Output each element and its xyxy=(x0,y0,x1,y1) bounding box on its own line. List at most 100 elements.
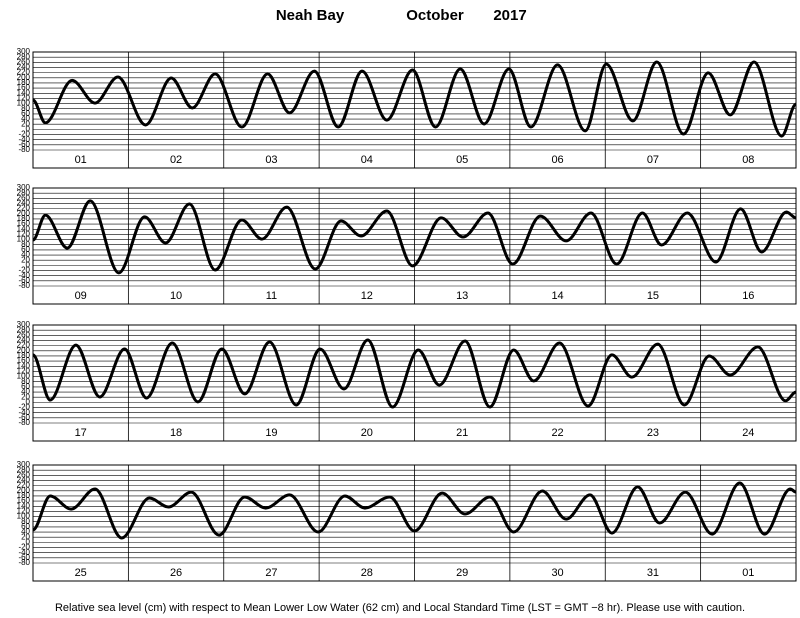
y-tick-label: 20 xyxy=(21,392,30,401)
y-tick-label: 160 xyxy=(17,496,31,505)
tide-curve xyxy=(31,338,797,409)
y-tick-label: 160 xyxy=(17,219,31,228)
y-tick-label: -40 xyxy=(18,548,30,557)
y-tick-label: 260 xyxy=(17,330,31,339)
y-tick-label: 300 xyxy=(17,460,31,469)
y-tick-label: 220 xyxy=(17,341,31,350)
y-tick-label: -60 xyxy=(18,413,30,422)
y-tick-label: 200 xyxy=(17,209,31,218)
y-tick-label: 280 xyxy=(17,188,31,197)
y-tick-label: 40 xyxy=(21,250,30,259)
y-tick-label: -40 xyxy=(18,408,30,417)
x-tick-label: 01 xyxy=(75,154,87,166)
y-tick-label: 80 xyxy=(21,377,30,386)
x-tick-label: 25 xyxy=(75,567,87,579)
y-tick-label: 120 xyxy=(17,230,31,239)
y-tick-label: 220 xyxy=(17,68,31,77)
y-tick-label: -80 xyxy=(18,281,30,290)
y-tick-label: 140 xyxy=(17,361,31,370)
y-tick-label: 0 xyxy=(26,537,31,546)
x-tick-label: 07 xyxy=(647,154,659,166)
y-tick-label: -20 xyxy=(18,130,30,139)
y-tick-label: 180 xyxy=(17,78,31,87)
x-tick-label: 21 xyxy=(456,427,468,439)
y-tick-label: 280 xyxy=(17,325,31,334)
y-tick-label: 140 xyxy=(17,501,31,510)
x-tick-label: 06 xyxy=(551,154,563,166)
y-tick-label: 180 xyxy=(17,491,31,500)
y-tick-label: 140 xyxy=(17,88,31,97)
y-tick-label: 60 xyxy=(21,382,30,391)
y-tick-label: 160 xyxy=(17,356,31,365)
y-tick-label: 20 xyxy=(21,119,30,128)
tide-curve xyxy=(32,60,798,138)
y-tick-label: 240 xyxy=(17,476,31,485)
y-tick-label: 0 xyxy=(26,397,31,406)
y-tick-label: -60 xyxy=(18,276,30,285)
y-tick-label: 100 xyxy=(17,512,31,521)
y-tick-label: 280 xyxy=(17,52,31,61)
plot-frame xyxy=(32,464,797,582)
x-tick-label: 01 xyxy=(742,567,754,579)
y-tick-label: 80 xyxy=(21,240,30,249)
tide-curve xyxy=(32,199,797,275)
x-tick-label: 15 xyxy=(647,290,659,302)
y-tick-label: 180 xyxy=(17,214,31,223)
x-tick-label: 30 xyxy=(551,567,563,579)
y-tick-label: 200 xyxy=(17,486,31,495)
y-tick-label: 100 xyxy=(17,372,31,381)
plot-frame xyxy=(32,324,797,442)
x-tick-label: 13 xyxy=(456,290,468,302)
y-tick-label: 240 xyxy=(17,63,31,72)
y-tick-label: 0 xyxy=(26,260,31,269)
x-tick-label: 03 xyxy=(265,154,277,166)
y-tick-label: 120 xyxy=(17,507,31,516)
x-tick-label: 19 xyxy=(265,427,277,439)
y-tick-label: 80 xyxy=(21,104,30,113)
y-tick-label: 220 xyxy=(17,204,31,213)
x-tick-label: 16 xyxy=(742,290,754,302)
y-tick-label: 280 xyxy=(17,465,31,474)
y-tick-label: 0 xyxy=(26,124,31,133)
y-tick-label: -20 xyxy=(18,266,30,275)
y-tick-label: 20 xyxy=(21,255,30,264)
x-tick-label: 27 xyxy=(265,567,277,579)
y-tick-label: 60 xyxy=(21,522,30,531)
tide-curve xyxy=(32,481,797,540)
x-tick-label: 22 xyxy=(551,427,563,439)
year-title: 2017 xyxy=(493,7,526,24)
y-tick-label: 80 xyxy=(21,517,30,526)
x-tick-label: 29 xyxy=(456,567,468,579)
y-tick-label: -60 xyxy=(18,553,30,562)
y-tick-label: -60 xyxy=(18,140,30,149)
x-tick-label: 08 xyxy=(742,154,754,166)
x-tick-label: 14 xyxy=(551,290,563,302)
y-tick-label: 240 xyxy=(17,199,31,208)
station-title: Neah Bay xyxy=(276,7,345,24)
x-tick-label: 20 xyxy=(361,427,373,439)
y-tick-label: 140 xyxy=(17,224,31,233)
y-tick-label: -20 xyxy=(18,543,30,552)
plot-frame xyxy=(32,187,797,305)
y-tick-label: 200 xyxy=(17,73,31,82)
x-tick-label: 12 xyxy=(361,290,373,302)
y-tick-label: 40 xyxy=(21,527,30,536)
y-tick-label: -20 xyxy=(18,403,30,412)
y-tick-label: 300 xyxy=(17,47,31,56)
y-tick-label: -40 xyxy=(18,135,30,144)
x-tick-label: 23 xyxy=(647,427,659,439)
x-tick-label: 02 xyxy=(170,154,182,166)
y-tick-label: 40 xyxy=(21,114,30,123)
y-tick-label: 160 xyxy=(17,83,31,92)
y-tick-label: 300 xyxy=(17,320,31,329)
x-tick-label: 28 xyxy=(361,567,373,579)
y-tick-label: 100 xyxy=(17,235,31,244)
x-tick-label: 04 xyxy=(361,154,373,166)
x-tick-label: 24 xyxy=(742,427,754,439)
y-tick-label: 20 xyxy=(21,532,30,541)
x-tick-label: 05 xyxy=(456,154,468,166)
y-tick-label: 300 xyxy=(17,183,31,192)
y-tick-label: 120 xyxy=(17,367,31,376)
y-tick-label: 260 xyxy=(17,470,31,479)
